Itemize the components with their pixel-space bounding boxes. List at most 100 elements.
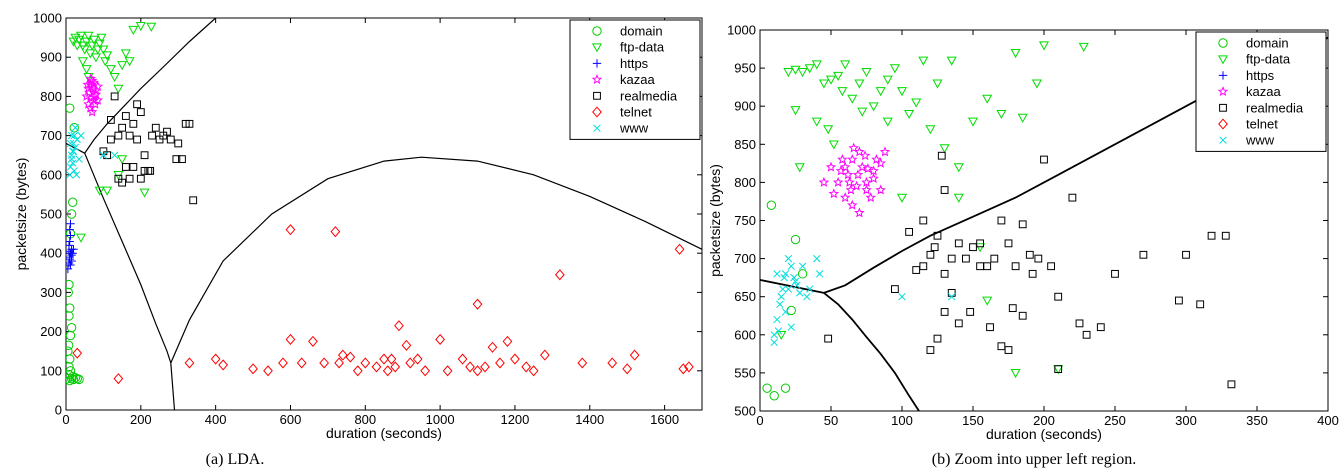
- ftp-data-point: [996, 109, 1007, 120]
- realmedia-point: [133, 135, 141, 144]
- telnet-point: [113, 373, 124, 385]
- ftp-data-point: [1010, 369, 1021, 379]
- domain-point: [66, 311, 74, 321]
- telnet-point: [554, 269, 565, 281]
- www-point: [798, 262, 807, 270]
- www-point: [70, 167, 78, 175]
- domain-point: [66, 354, 75, 364]
- domain-point: [66, 303, 75, 313]
- telnet-point: [495, 357, 505, 369]
- realmedia-point: [1182, 250, 1190, 259]
- realmedia-point: [125, 131, 134, 140]
- www-point: [71, 143, 80, 152]
- realmedia-point: [1004, 346, 1013, 354]
- ftp-data-point: [925, 125, 936, 135]
- ftp-data-point: [882, 117, 893, 127]
- ftp-data-point: [840, 60, 851, 70]
- x-tick-label: 1000: [426, 412, 455, 427]
- y-tick-label: 750: [734, 213, 756, 228]
- y-tick-label: 950: [734, 61, 756, 76]
- y-tick-label: 400: [40, 246, 62, 261]
- ftp-data-point: [102, 51, 113, 61]
- legend-marker-www: [1219, 136, 1227, 144]
- www-point: [67, 151, 76, 159]
- ftp-data-point: [911, 98, 922, 108]
- www-point: [947, 292, 956, 301]
- legend-marker-https: [1218, 71, 1228, 80]
- www-point: [71, 124, 80, 132]
- https-point: [67, 256, 76, 266]
- domain-point: [66, 209, 77, 219]
- legend-marker-realmedia: [593, 91, 601, 100]
- ftp-data-point: [105, 65, 116, 75]
- legend-marker-kazaa: [1217, 86, 1229, 97]
- ftp-data-point: [92, 45, 103, 55]
- realmedia-point: [125, 174, 134, 183]
- kazaa-point: [859, 150, 871, 161]
- y-tick-label: 700: [40, 128, 62, 143]
- telnet-point: [330, 226, 341, 238]
- realmedia-point: [1139, 250, 1148, 259]
- legend-marker-realmedia: [1219, 103, 1227, 112]
- realmedia-point: [1011, 262, 1020, 271]
- kazaa-point: [82, 79, 93, 90]
- ftp-data-point: [857, 107, 868, 117]
- www-point: [773, 270, 781, 278]
- telnet-point: [510, 353, 520, 365]
- domain-point: [780, 383, 791, 393]
- y-tick-label: 800: [40, 89, 62, 104]
- kazaa-point: [86, 106, 98, 117]
- kazaa-point: [844, 176, 855, 187]
- telnet-point: [184, 357, 195, 369]
- y-tick-label: 0: [55, 403, 62, 418]
- ftp-data-point: [75, 31, 87, 41]
- www-point: [796, 289, 804, 297]
- realmedia-point: [106, 135, 115, 144]
- realmedia-point: [121, 112, 130, 120]
- realmedia-point: [172, 155, 181, 164]
- realmedia-point: [976, 262, 985, 271]
- realmedia-point: [912, 266, 921, 274]
- domain-point: [762, 383, 772, 393]
- legend-marker-ftp-data: [1217, 55, 1229, 65]
- ftp-data-point: [72, 41, 83, 51]
- www-point: [793, 281, 801, 289]
- y-tick-label: 200: [40, 324, 62, 339]
- ftp-data-point: [896, 87, 908, 97]
- kazaa-point: [871, 154, 882, 164]
- realmedia-point: [986, 323, 994, 332]
- ftp-data-point: [128, 25, 139, 35]
- realmedia-point: [151, 123, 160, 132]
- ftp-data-point: [953, 163, 964, 173]
- kazaa-point: [847, 199, 858, 210]
- realmedia-point: [940, 308, 949, 316]
- telnet-point: [607, 357, 618, 369]
- ftp-data-point: [100, 57, 111, 67]
- ftp-data-point: [117, 155, 128, 165]
- ftp-data-point: [837, 87, 848, 97]
- caption-b: (b) Zoom into upper left region.: [931, 451, 1137, 468]
- legend-label-telnet: telnet: [620, 105, 652, 120]
- realmedia-point: [1008, 304, 1017, 313]
- realmedia-point: [905, 228, 914, 236]
- realmedia-point: [976, 239, 985, 248]
- ftp-data-point: [811, 117, 822, 127]
- domain-point: [790, 234, 801, 245]
- realmedia-point: [1040, 155, 1048, 164]
- ftp-data-point: [776, 330, 787, 341]
- realmedia-point: [129, 163, 138, 171]
- legend-label-https: https: [620, 56, 649, 71]
- kazaa-point: [848, 142, 859, 153]
- y-tick-label: 550: [734, 365, 756, 380]
- kazaa-point: [861, 176, 872, 187]
- x-axis-label: duration (seconds): [326, 425, 442, 441]
- panel-b-zoom: 0 50 100 150 200 250 300 350 400 500 550 600 650 700 7…: [707, 23, 1339, 443]
- x-tick-label: 1200: [500, 412, 529, 427]
- decision-boundary: [66, 18, 217, 154]
- ftp-data-point: [939, 144, 950, 154]
- www-point: [805, 285, 814, 293]
- realmedia-point: [1175, 296, 1183, 305]
- ftp-data-point: [982, 296, 993, 306]
- https-point: [66, 219, 75, 228]
